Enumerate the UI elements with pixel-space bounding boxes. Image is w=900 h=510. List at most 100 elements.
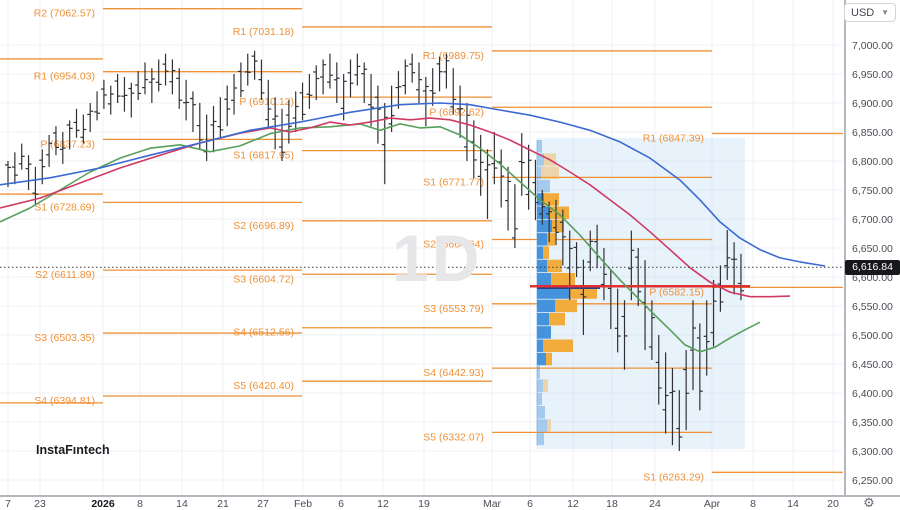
volume-profile-row	[547, 419, 551, 432]
pivot-label: S2 (6664.64)	[423, 239, 484, 251]
instafintech-logo: InstaFıntech	[36, 443, 110, 457]
time-tick-label: 23	[34, 498, 46, 510]
volume-profile-row	[537, 406, 545, 419]
time-axis-separator	[0, 495, 900, 497]
volume-profile-row	[543, 379, 548, 392]
volume-profile-row	[543, 339, 573, 352]
pivot-label: S5 (6332.07)	[423, 431, 484, 443]
volume-profile-row	[544, 193, 559, 206]
volume-profile-row	[537, 312, 549, 326]
pivot-label: P (6910.12)	[239, 96, 294, 108]
profile-anchor	[536, 140, 538, 446]
volume-profile-row	[537, 166, 541, 180]
volume-profile-row	[537, 273, 551, 286]
time-tick-label: 12	[567, 498, 579, 510]
time-tick-label: 18	[606, 498, 618, 510]
volume-profile-row	[546, 352, 552, 366]
pivot-label: R1 (7031.18)	[233, 26, 294, 38]
time-tick-label: 7	[5, 498, 11, 510]
time-tick-label: 6	[527, 498, 533, 510]
volume-profile-row	[537, 339, 543, 352]
volume-profile-row	[537, 153, 544, 166]
settings-gear-icon[interactable]: ⚙	[863, 495, 875, 510]
time-axis[interactable]: 7 23 2026 8 14 21 27 Feb 6 12 19 Mar 6 12 18 24 Apr 8 14 20	[0, 496, 900, 510]
price-tick-label: 6,300.00	[852, 446, 893, 458]
pivot-label: S2 (6611.89)	[35, 269, 95, 281]
pivot-label: S1 (6817.95)	[233, 150, 294, 162]
pivot-label: S4 (6512.56)	[233, 327, 294, 339]
pivot-label: R1 (6847.39)	[643, 133, 704, 145]
volume-profile-row	[537, 246, 543, 259]
pivot-label: S1 (6728.69)	[34, 201, 95, 213]
volume-profile-row	[537, 233, 547, 246]
volume-profile-row	[547, 259, 562, 273]
price-tick-label: 6,900.00	[852, 98, 893, 110]
volume-profile-row	[537, 326, 551, 339]
volume-profile-row	[552, 219, 564, 233]
volume-profile-row	[537, 206, 549, 219]
volume-profile-row	[537, 140, 542, 153]
volume-profile-row	[541, 166, 559, 180]
price-tick-label: 6,500.00	[852, 330, 893, 342]
time-tick-label: Mar	[482, 498, 502, 510]
volume-profile-row	[555, 299, 577, 313]
price-tick-label: 6,250.00	[852, 475, 893, 487]
volume-profile-row	[549, 312, 565, 326]
pivot-label: R1 (6989.75)	[423, 50, 484, 62]
ma-fast-green	[0, 123, 761, 353]
pivot-label: S2 (6696.89)	[233, 220, 294, 232]
pivot-label: S3 (6604.72)	[233, 273, 294, 285]
pivot-label: P (6892.62)	[429, 106, 484, 118]
price-tick-label: 6,750.00	[852, 185, 893, 197]
volume-profile-row	[537, 299, 555, 313]
volume-profile-row	[551, 273, 575, 286]
time-tick-label: 20	[827, 498, 839, 510]
time-tick-label: 12	[377, 498, 389, 510]
time-tick-label: 2026	[91, 498, 115, 510]
pivot-label: P (6837.23)	[40, 138, 95, 150]
chevron-down-icon: ▼	[881, 7, 889, 17]
pivot-label: S1 (6263.29)	[643, 471, 704, 483]
price-tick-label: 6,600.00	[852, 272, 893, 284]
pivot-label: S3 (6553.79)	[423, 303, 484, 315]
volume-profile-row	[537, 379, 543, 392]
volume-profile-row	[537, 366, 540, 379]
time-tick-label: 19	[418, 498, 430, 510]
currency-selector[interactable]: USD ▼	[844, 3, 896, 22]
time-tick-label: 24	[649, 498, 661, 510]
pivot-label: S4 (6442.93)	[423, 367, 484, 379]
pivot-label: R2 (7062.57)	[34, 8, 95, 20]
volume-profile-row	[537, 259, 547, 273]
volume-profile-row	[537, 219, 552, 233]
price-tick-label: 6,350.00	[852, 417, 893, 429]
price-tick-label: 6,700.00	[852, 214, 893, 226]
volume-profile-row	[537, 286, 570, 299]
time-tick-label: 14	[176, 498, 188, 510]
pivot-label: R1 (6954.03)	[34, 71, 95, 83]
price-tick-label: 6,450.00	[852, 359, 893, 371]
time-tick-label: 27	[257, 498, 269, 510]
time-tick-label: Feb	[293, 498, 313, 510]
volume-profile-row	[537, 419, 547, 432]
time-tick-label: 8	[750, 498, 756, 510]
price-tick-label: 6,850.00	[852, 127, 893, 139]
pivot-label: S1 (6771.77)	[423, 176, 484, 188]
time-tick-label: 6	[338, 498, 344, 510]
price-axis[interactable]: 7,000.00 6,950.00 6,900.00 6,850.00 6,800.00…	[846, 0, 900, 495]
pivot-label: S3 (6503.35)	[34, 332, 95, 344]
pivot-label: P (6582.15)	[649, 286, 704, 298]
price-tick-label: 6,650.00	[852, 243, 893, 255]
ma-slow-blue	[0, 102, 826, 267]
pivot-label: S5 (6420.40)	[233, 380, 294, 392]
price-tick-label: 6,800.00	[852, 156, 893, 168]
volume-profile-row	[537, 179, 550, 193]
price-tick-label: 6,550.00	[852, 301, 893, 313]
time-tick-label: 8	[137, 498, 143, 510]
price-tick-label: 6,400.00	[852, 388, 893, 400]
current-price-badge: 6,616.84	[845, 259, 900, 275]
currency-selector-value: USD	[851, 6, 875, 19]
time-tick-label: Apr	[703, 498, 721, 510]
price-axis-separator	[844, 0, 846, 495]
